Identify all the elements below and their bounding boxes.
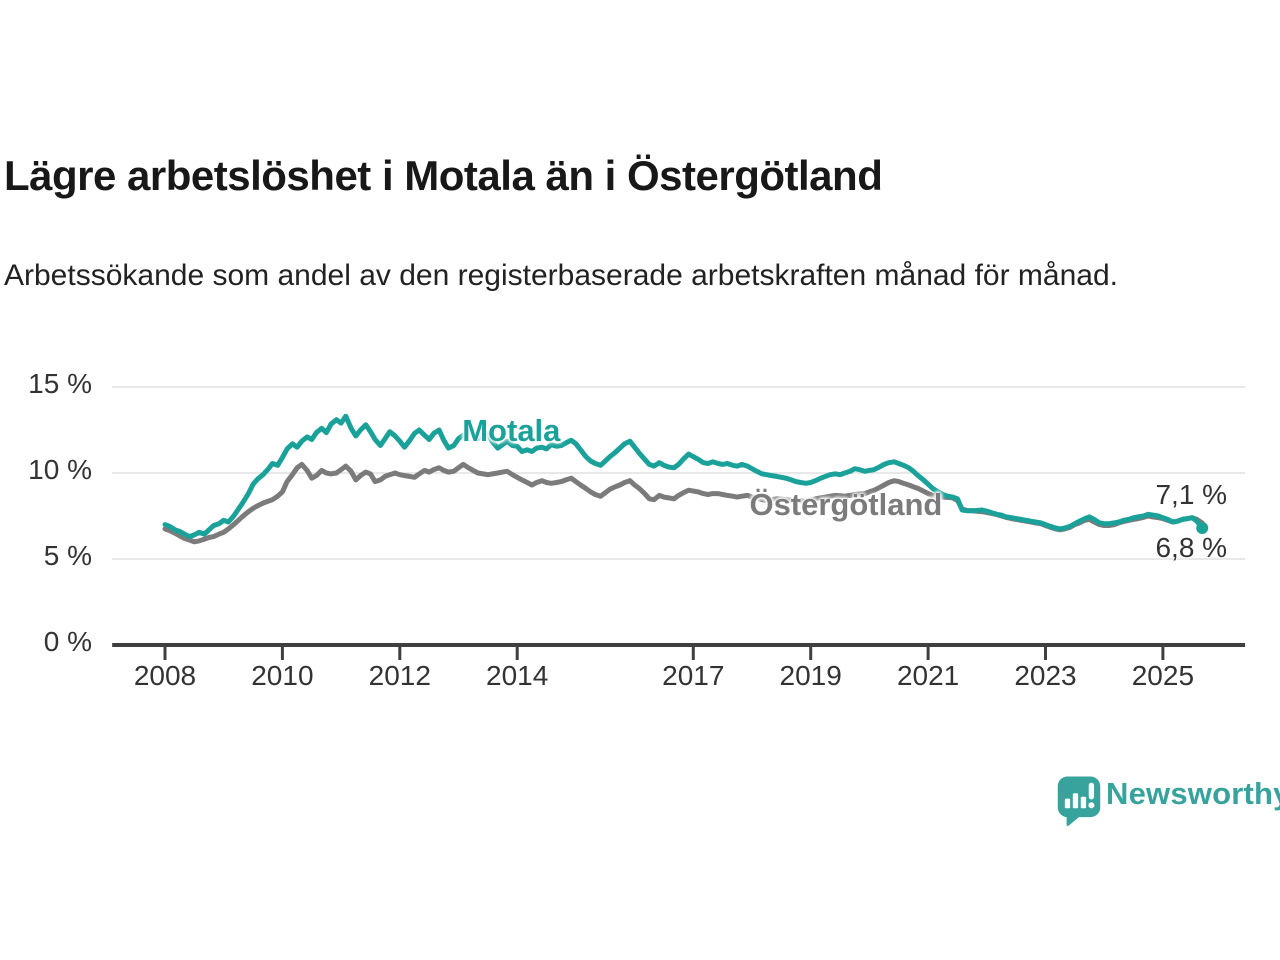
chart-subtitle: Arbetssökande som andel av den registerb… [4,259,1118,292]
newsworthy-logo-icon [1057,776,1101,827]
x-tick-label-2019: 2019 [779,660,842,691]
series-label-östergötland: Östergötland [749,487,943,523]
end-value-label-östergötland: 7,1 % [1155,478,1228,510]
y-tick-label-0: 0 % [43,626,92,657]
series-label-motala: Motala [462,413,561,449]
x-tick-label-2010: 2010 [251,660,314,691]
x-tick-label-2008: 2008 [133,660,197,691]
newsworthy-branding: Newsworthy [1056,774,1280,832]
series-line-motala [162,413,1205,540]
newsworthy-wordmark: Newsworthy [1106,776,1280,811]
y-tick-label-5: 5 % [43,540,92,571]
x-tick-label-2012: 2012 [368,660,431,691]
x-tick-label-2023: 2023 [1014,660,1077,691]
x-tick-label-2014: 2014 [486,660,549,691]
logo-bubble [1057,776,1101,827]
x-tick-label-2025: 2025 [1131,660,1195,691]
x-tick-label-2017: 2017 [662,660,725,691]
end-value-label-motala: 6,8 % [1155,532,1228,564]
x-tick-label-2021: 2021 [896,660,960,691]
chart-title: Lägre arbetslöshet i Motala än i Östergö… [4,152,883,199]
series-end-dot-motala [1196,522,1209,535]
y-tick-label-10: 10 % [28,454,92,485]
series-line-östergötland [162,461,1205,545]
y-tick-label-15: 15 % [28,368,92,399]
